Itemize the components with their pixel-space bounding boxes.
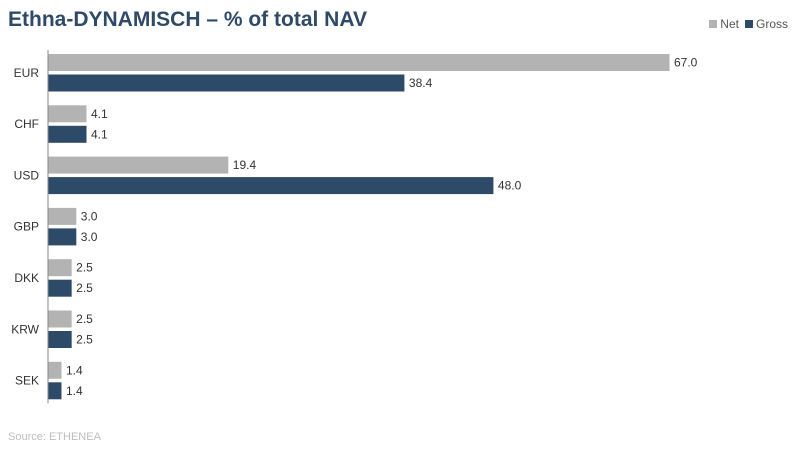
category-label-eur: EUR — [14, 66, 40, 80]
bar-net-usd — [48, 156, 229, 174]
bar-gross-dkk — [48, 279, 72, 297]
bar-net-sek — [48, 361, 62, 379]
legend-label-gross: Gross — [755, 17, 788, 31]
data-label-net-chf: 4.1 — [91, 107, 108, 121]
bar-gross-gbp — [48, 228, 77, 246]
data-label-net-sek: 1.4 — [66, 363, 83, 377]
category-label-dkk: DKK — [14, 271, 39, 285]
legend-label-net: Net — [720, 17, 739, 31]
bar-net-eur — [48, 54, 670, 71]
data-label-net-eur: 67.0 — [674, 56, 698, 70]
category-label-sek: SEK — [15, 374, 39, 388]
source-note: Source: ETHENEA — [8, 431, 101, 443]
category-label-krw: KRW — [11, 322, 39, 336]
bar-gross-usd — [48, 177, 494, 195]
bar-net-krw — [48, 310, 72, 328]
bar-gross-krw — [48, 331, 72, 348]
legend-item-gross: Gross — [744, 17, 788, 31]
data-label-gross-sek: 1.4 — [66, 384, 83, 398]
bar-net-chf — [48, 105, 87, 123]
data-label-gross-gbp: 3.0 — [81, 230, 98, 244]
data-label-gross-usd: 48.0 — [498, 179, 522, 193]
category-label-gbp: GBP — [14, 220, 39, 234]
legend: Net Gross — [703, 17, 788, 31]
legend-swatch-gross — [744, 20, 753, 28]
bar-net-gbp — [48, 207, 77, 225]
data-label-gross-eur: 38.4 — [409, 76, 433, 90]
bar-gross-eur — [48, 74, 405, 92]
data-label-gross-krw: 2.5 — [76, 333, 93, 347]
category-label-chf: CHF — [14, 117, 39, 131]
data-label-net-gbp: 3.0 — [81, 209, 98, 223]
legend-swatch-net — [709, 20, 718, 28]
data-label-net-dkk: 2.5 — [76, 261, 93, 275]
bar-net-dkk — [48, 259, 72, 277]
legend-item-net: Net — [709, 17, 739, 31]
data-label-net-usd: 19.4 — [233, 158, 257, 172]
chart-title: Ethna-DYNAMISCH – % of total NAV — [8, 8, 367, 31]
data-label-net-krw: 2.5 — [76, 312, 93, 326]
data-label-gross-dkk: 2.5 — [76, 281, 93, 295]
category-label-usd: USD — [14, 168, 40, 182]
data-label-gross-chf: 4.1 — [91, 127, 108, 141]
bar-gross-chf — [48, 125, 87, 143]
bar-gross-sek — [48, 382, 62, 400]
